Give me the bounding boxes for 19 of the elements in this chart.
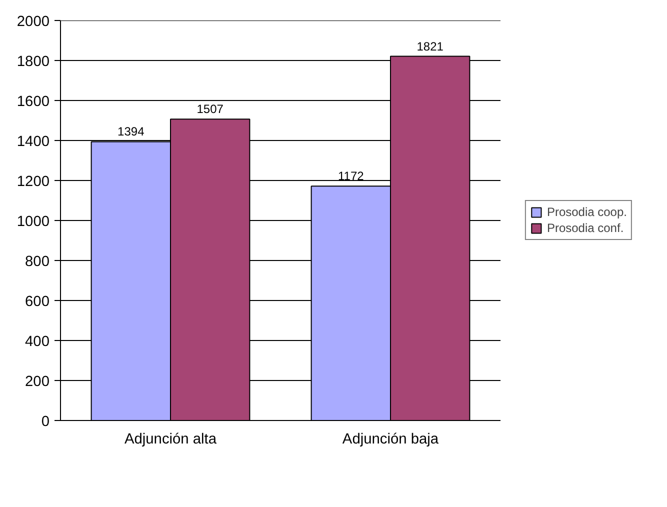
legend-label: Prosodia conf. bbox=[546, 221, 624, 235]
y-tick-label: 600 bbox=[25, 294, 50, 310]
y-tick-label: 2000 bbox=[16, 14, 50, 30]
y-tick-label: 1000 bbox=[16, 214, 50, 230]
y-tick-label: 0 bbox=[41, 414, 50, 430]
data-label: 1172 bbox=[338, 169, 364, 184]
data-label: 1507 bbox=[196, 102, 224, 116]
x-tick-label: Adjunción baja bbox=[342, 432, 440, 448]
y-tick-label: 1400 bbox=[16, 134, 50, 150]
y-tick-label: 400 bbox=[25, 334, 50, 350]
data-label: 1394 bbox=[118, 124, 145, 139]
y-tick-label: 1800 bbox=[16, 54, 50, 70]
data-label: 1821 bbox=[416, 39, 444, 54]
legend-label: Prosodia coop. bbox=[546, 205, 627, 219]
y-tick-label: 1600 bbox=[16, 94, 50, 110]
y-tick-label: 1200 bbox=[16, 174, 50, 190]
y-tick-label: 200 bbox=[25, 374, 50, 390]
x-tick-label: Adjunción alta bbox=[124, 432, 218, 448]
y-tick-label: 800 bbox=[25, 254, 50, 270]
